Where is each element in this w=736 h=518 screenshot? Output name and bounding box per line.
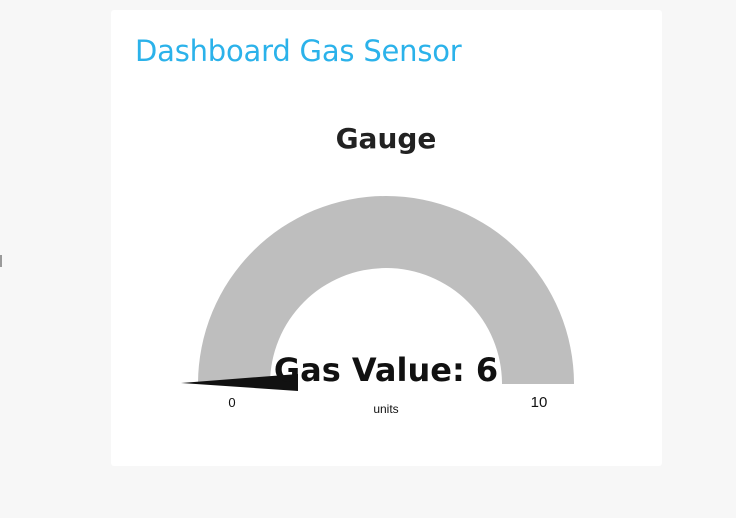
page-edge-marker [0,255,2,267]
gauge-arc [198,196,574,384]
gauge-units-label: units [373,402,398,416]
dashboard-card: Dashboard Gas Sensor Gauge Gas Value: 6 … [111,10,662,466]
gauge-needle [181,374,298,391]
gauge-widget: Gauge Gas Value: 6 0 units 10 [181,122,574,416]
dashboard-title: Dashboard Gas Sensor [135,34,462,68]
gauge-title: Gauge [336,122,437,155]
gauge-value-text: Gas Value: 6 [274,351,498,389]
gauge-max-label: 10 [531,394,548,411]
gauge-min-label: 0 [228,395,235,410]
